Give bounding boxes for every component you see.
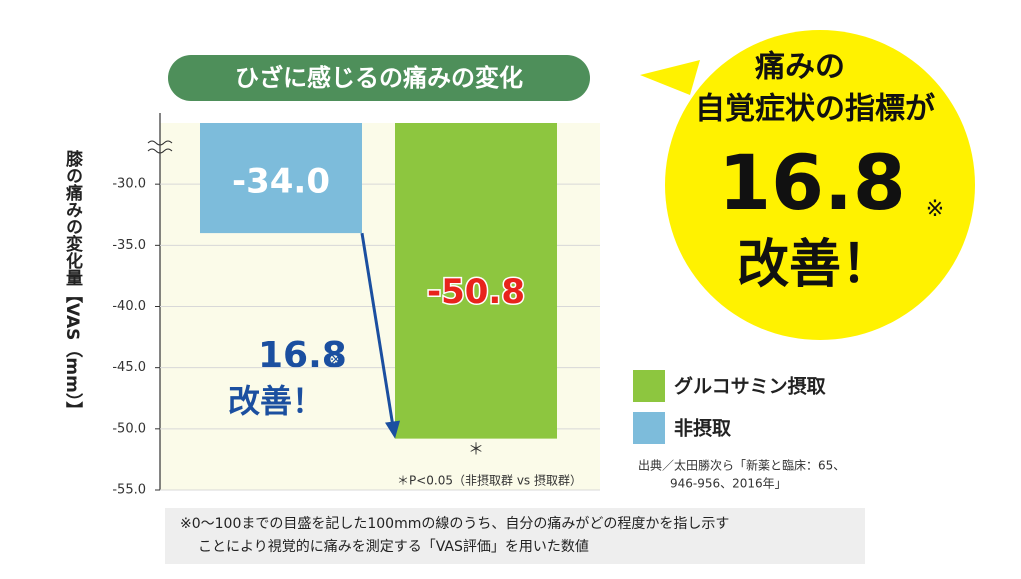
annotation: 16.8 xyxy=(258,335,347,376)
value-label: -34.0 xyxy=(232,162,330,202)
footnote: ことにより視覚的に痛みを測定する「VAS評価」を用いた数値 xyxy=(198,538,589,555)
title-pill xyxy=(168,55,590,101)
bubble-text: 痛みの xyxy=(755,50,845,85)
bubble-mark: ※ xyxy=(926,197,944,222)
significance-note: ＊P<0.05（非摂取群 vs 摂取群） xyxy=(397,473,582,488)
annotation: ※ xyxy=(330,352,342,368)
legend-label: 非摂取 xyxy=(674,417,731,440)
footnote-box xyxy=(165,508,865,564)
arrowhead xyxy=(385,420,400,439)
bubble-text: 改善！ xyxy=(737,235,893,295)
axis-break xyxy=(147,140,173,154)
annotation: 改善！ xyxy=(228,382,324,420)
footnote: ※0〜100までの目盛を記した100mmの線のうち、自分の痛みがどの程度かを指し… xyxy=(180,515,729,532)
bubble-value: 16.8 xyxy=(718,138,906,227)
chart-title: ひざに感じるの痛みの変化 xyxy=(235,64,523,92)
bubble-pointer xyxy=(640,60,700,95)
y-tick-label: -45.0 xyxy=(112,360,146,375)
y-axis-label: 膝の痛みの変化量【VAS（mm）】 xyxy=(62,149,83,418)
y-tick-label: -30.0 xyxy=(112,177,146,192)
y-tick-label: -40.0 xyxy=(112,299,146,314)
legend-label: グルコサミン摂取 xyxy=(674,375,826,398)
y-tick-label: -50.0 xyxy=(112,421,146,436)
y-tick-label: -55.0 xyxy=(112,483,146,498)
legend-swatch xyxy=(633,412,665,444)
source: 出典／太田勝次ら「新薬と臨床：65、 xyxy=(638,458,845,473)
significance-mark: ＊ xyxy=(468,440,484,459)
bubble-text: 自覚症状の指標が xyxy=(695,92,935,127)
source: 946-956、2016年」 xyxy=(670,477,787,491)
value-label: -50.8 xyxy=(427,272,525,312)
bar xyxy=(395,123,557,439)
arrow xyxy=(360,232,395,427)
bubble xyxy=(665,30,975,340)
legend-swatch xyxy=(633,370,665,402)
bar xyxy=(200,123,362,234)
y-tick-label: -35.0 xyxy=(112,238,146,253)
